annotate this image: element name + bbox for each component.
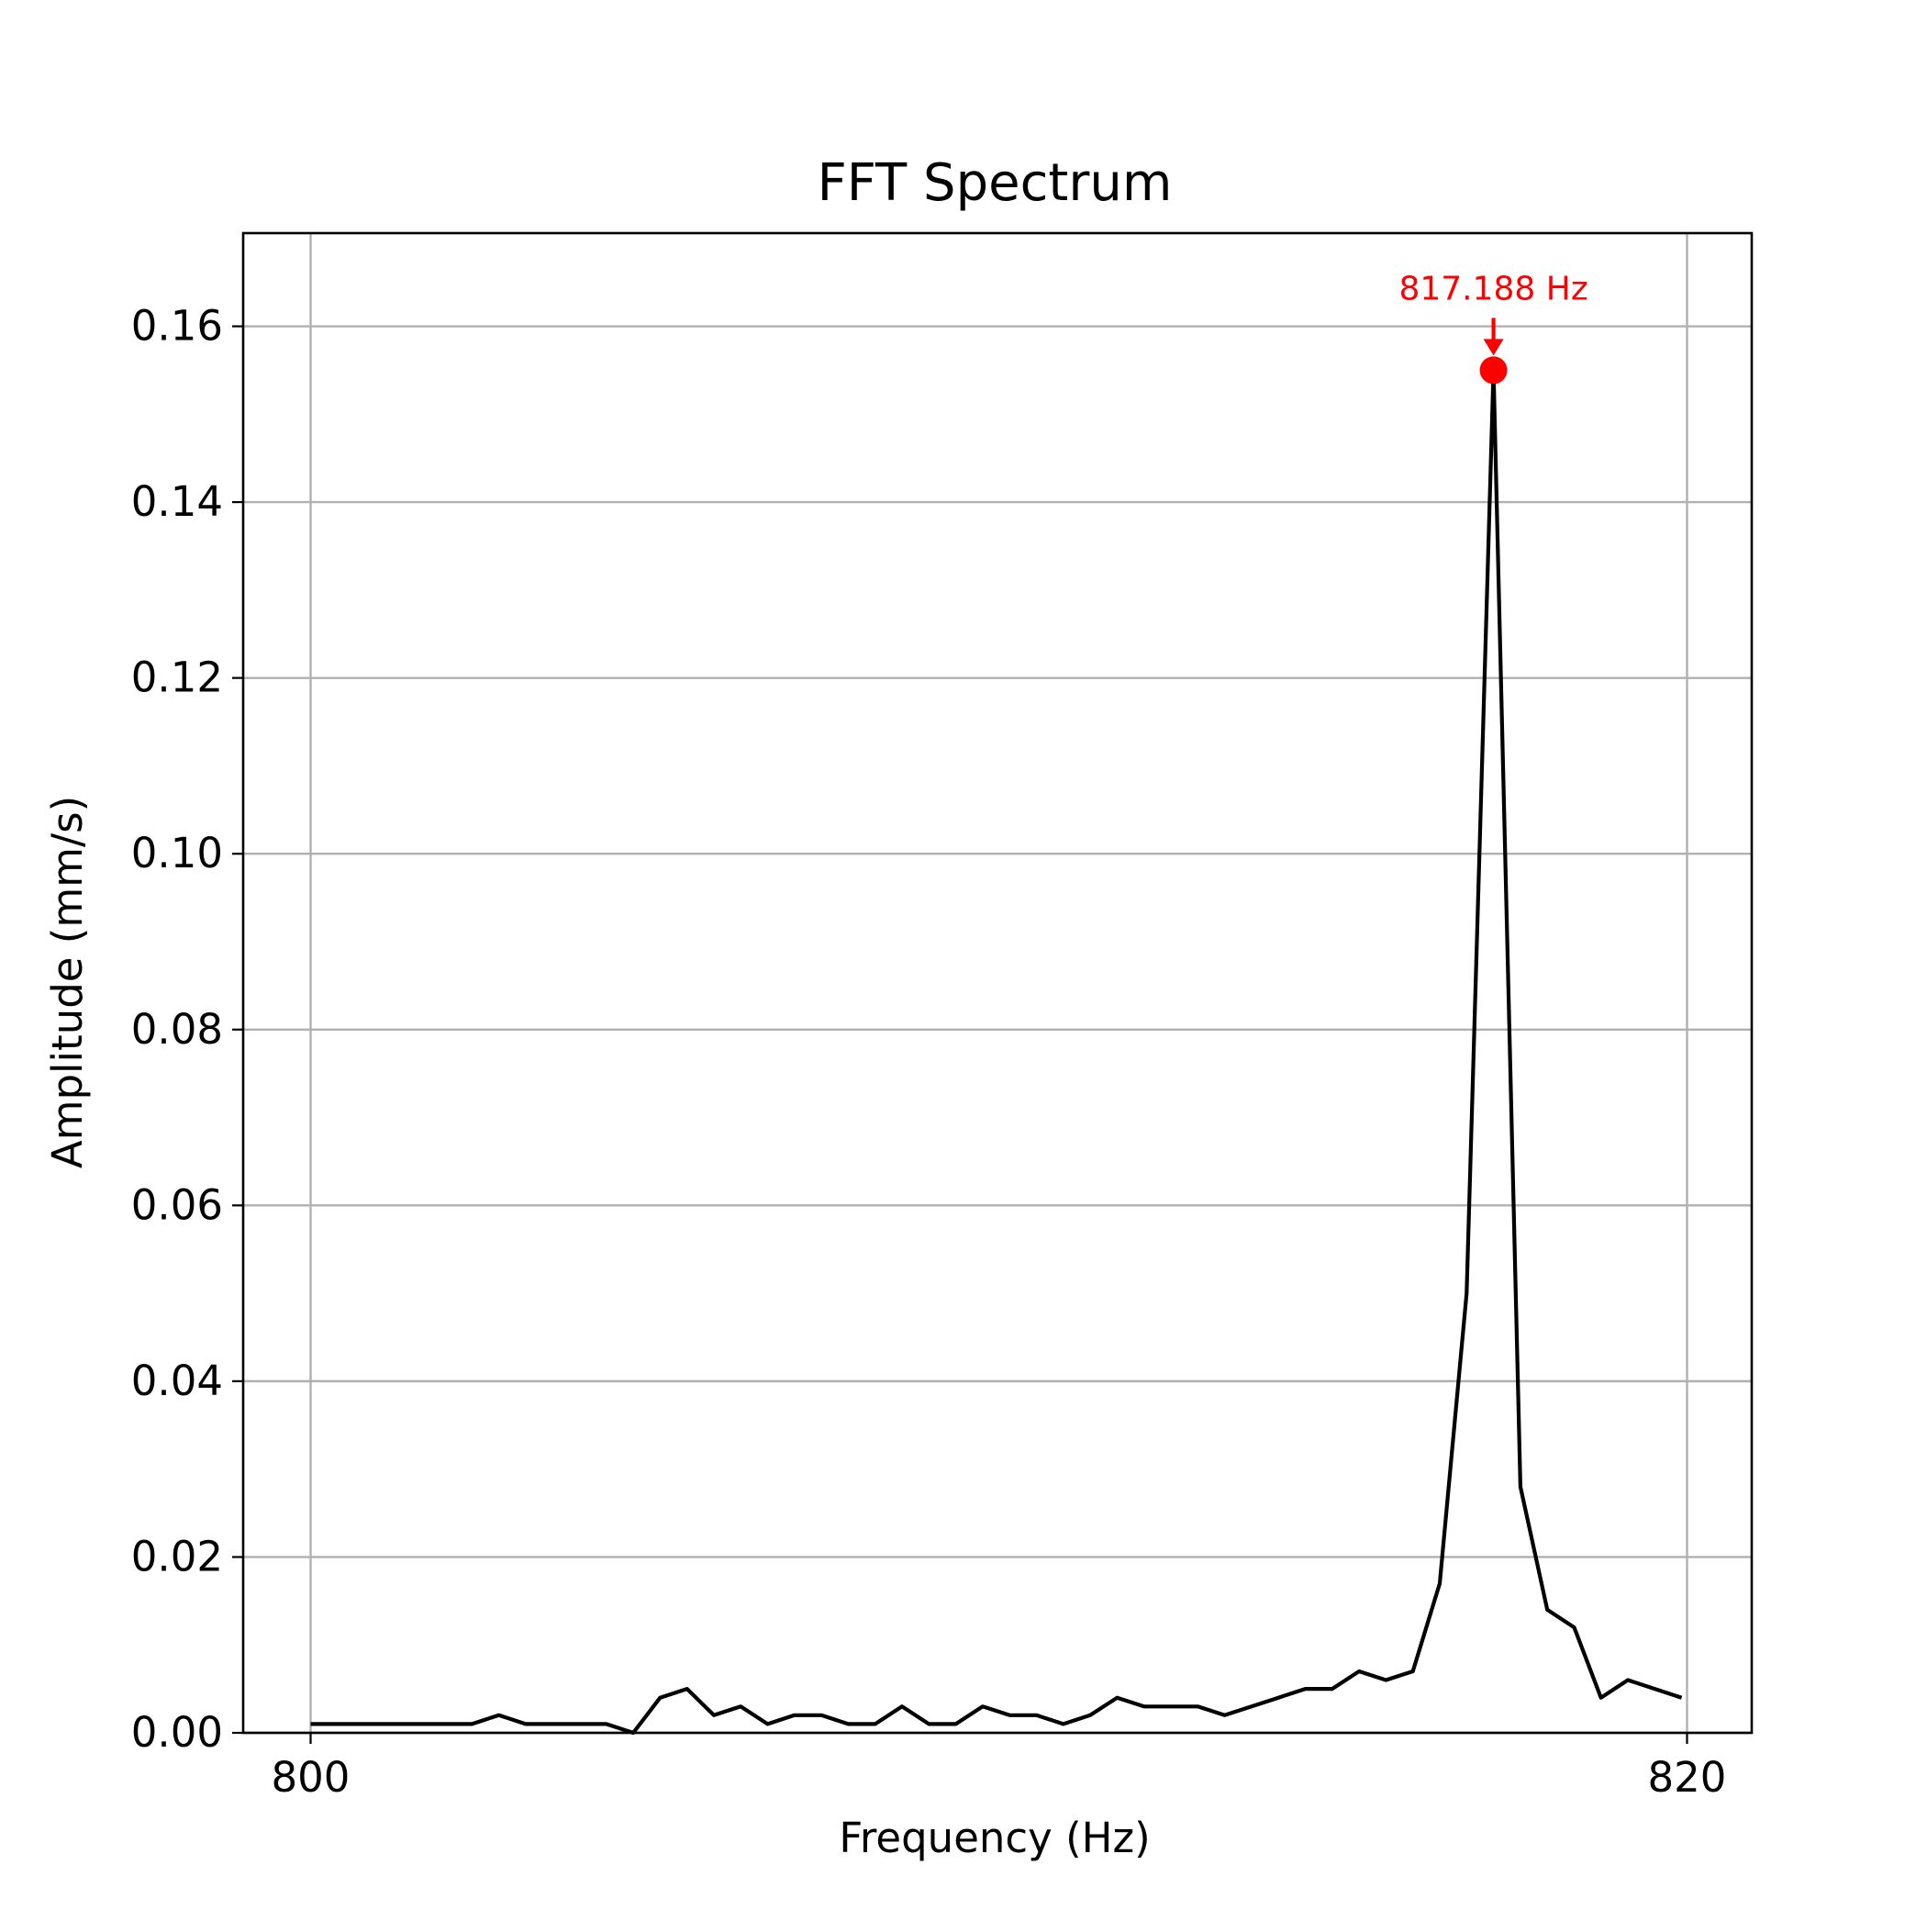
y-tick-label: 0.12 xyxy=(131,653,223,702)
axis-ticks: 0.00 0.02 0.04 0.06 0.08 0.10 0.12 0.14 0.16 800 8… xyxy=(131,302,1727,1802)
y-tick-label: 0.04 xyxy=(131,1357,223,1405)
chart-title: FFT Spectrum xyxy=(818,153,1173,213)
peak-label: 817.188 Hz xyxy=(1398,270,1587,307)
y-tick-label: 0.10 xyxy=(131,829,223,877)
grid xyxy=(243,233,1752,1735)
y-tick-label: 0.02 xyxy=(131,1532,223,1580)
x-axis-label: Frequency (Hz) xyxy=(839,1814,1150,1862)
x-tick-label: 820 xyxy=(1648,1753,1727,1802)
y-tick-label: 0.00 xyxy=(131,1708,223,1757)
peak-arrow-head xyxy=(1483,339,1504,356)
x-tick-label: 800 xyxy=(272,1753,351,1802)
peak-marker xyxy=(1479,356,1508,385)
plot-frame xyxy=(241,231,1754,1735)
y-tick-label: 0.06 xyxy=(131,1180,223,1229)
y-tick-label: 0.08 xyxy=(131,1005,223,1054)
y-tick-label: 0.16 xyxy=(131,302,223,351)
series-layer xyxy=(310,368,1683,1736)
spectrum-line xyxy=(310,368,1683,1736)
peak-annotation: 817.188 Hz xyxy=(1398,270,1588,385)
y-tick-label: 0.14 xyxy=(131,477,223,526)
y-axis-label: Amplitude (mm/s) xyxy=(43,796,92,1168)
